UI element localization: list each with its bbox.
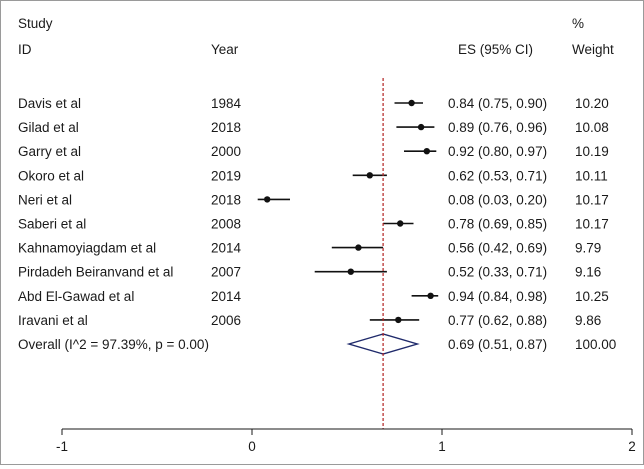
x-tick-label: 2 bbox=[628, 439, 636, 454]
study-label: Abd El-Gawad et al bbox=[18, 289, 134, 304]
study-year: 2019 bbox=[211, 168, 241, 183]
study-label: Pirdadeh Beiranvand et al bbox=[18, 265, 173, 280]
header-year: Year bbox=[211, 42, 239, 57]
study-year: 2007 bbox=[211, 265, 241, 280]
study-weight: 9.79 bbox=[575, 241, 601, 256]
study-year: 2000 bbox=[211, 144, 241, 159]
study-label: Okoro et al bbox=[18, 168, 84, 183]
study-point bbox=[395, 316, 402, 324]
study-point bbox=[264, 196, 271, 203]
study-year: 2018 bbox=[211, 120, 241, 135]
study-es-ci: 0.78 (0.69, 0.85) bbox=[448, 217, 547, 232]
study-label: Davis et al bbox=[18, 96, 81, 111]
study-es-ci: 0.52 (0.33, 0.71) bbox=[448, 265, 547, 280]
header-study: Study bbox=[18, 16, 53, 31]
x-tick-label: 1 bbox=[438, 439, 446, 454]
study-point bbox=[355, 244, 362, 251]
column-headers: Study ID Year ES (95% CI) % Weight bbox=[18, 16, 614, 57]
x-axis: -1 0 1 2 bbox=[56, 428, 636, 454]
study-weight: 10.20 bbox=[575, 96, 609, 111]
study-weight: 9.16 bbox=[575, 265, 601, 280]
study-point bbox=[408, 99, 415, 107]
study-year: 2014 bbox=[211, 241, 242, 256]
header-weight-pct: % bbox=[572, 16, 584, 31]
study-es-ci: 0.77 (0.62, 0.88) bbox=[448, 313, 547, 328]
study-es-ci: 0.84 (0.75, 0.90) bbox=[448, 96, 547, 111]
study-es-ci: 0.92 (0.80, 0.97) bbox=[448, 144, 547, 159]
study-year: 2006 bbox=[211, 313, 241, 328]
study-label: Iravani et al bbox=[18, 313, 88, 328]
study-label: Saberi et al bbox=[18, 217, 86, 232]
study-year: 1984 bbox=[211, 96, 242, 111]
study-point bbox=[366, 172, 373, 179]
study-label: Garry et al bbox=[18, 144, 81, 159]
study-label: Gilad et al bbox=[18, 120, 79, 135]
study-weight: 10.17 bbox=[575, 192, 609, 207]
study-es-ci: 0.89 (0.76, 0.96) bbox=[448, 120, 547, 135]
x-tick-label: -1 bbox=[56, 439, 68, 454]
study-es-ci: 0.56 (0.42, 0.69) bbox=[448, 241, 547, 256]
plot-marks bbox=[257, 78, 439, 429]
study-year: 2014 bbox=[211, 289, 242, 304]
study-es-ci: 0.08 (0.03, 0.20) bbox=[448, 192, 547, 207]
x-tick-label: 0 bbox=[248, 439, 256, 454]
header-id: ID bbox=[18, 42, 32, 57]
study-point bbox=[423, 148, 430, 155]
study-es-ci: 0.94 (0.84, 0.98) bbox=[448, 289, 547, 304]
study-weight: 10.11 bbox=[575, 168, 608, 183]
study-weight: 10.17 bbox=[575, 217, 609, 232]
study-year: 2008 bbox=[211, 217, 241, 232]
study-point bbox=[427, 292, 434, 299]
study-weight: 10.19 bbox=[575, 144, 609, 159]
study-weight: 9.86 bbox=[575, 313, 601, 328]
study-weight: 10.25 bbox=[575, 289, 609, 304]
study-rows: Davis et al 1984 0.84 (0.75, 0.90) 10.20 Gil… bbox=[18, 96, 616, 352]
header-es: ES (95% CI) bbox=[458, 42, 533, 57]
study-label: Kahnamoyiagdam et al bbox=[18, 241, 156, 256]
study-point bbox=[417, 123, 425, 131]
study-point bbox=[347, 268, 354, 275]
header-weight: Weight bbox=[572, 42, 614, 57]
study-label: Neri et al bbox=[18, 192, 72, 207]
overall-diamond bbox=[346, 333, 420, 355]
study-es-ci: 0.62 (0.53, 0.71) bbox=[448, 168, 547, 183]
overall-es-ci: 0.69 (0.51, 0.87) bbox=[448, 337, 547, 352]
overall-label: Overall (I^2 = 97.39%, p = 0.00) bbox=[18, 337, 209, 352]
study-year: 2018 bbox=[211, 192, 241, 207]
study-point bbox=[397, 220, 404, 227]
study-weight: 10.08 bbox=[575, 120, 609, 135]
overall-weight: 100.00 bbox=[575, 337, 616, 352]
